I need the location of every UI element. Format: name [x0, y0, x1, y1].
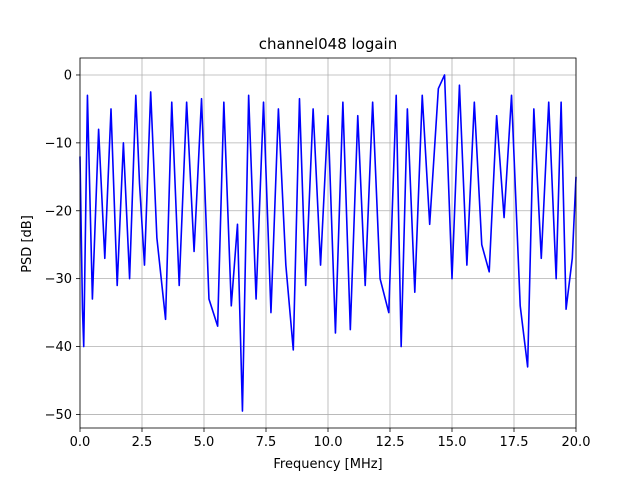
x-tick-label: 2.5: [132, 435, 153, 450]
y-tick-label: −50: [45, 408, 72, 423]
chart-title: channel048 logain: [259, 35, 398, 53]
psd-series-line: [79, 74, 577, 412]
y-axis-label: PSD [dB]: [20, 215, 35, 273]
grid-lines: [79, 58, 577, 428]
x-axis-label: Frequency [MHz]: [273, 457, 382, 472]
y-tick-label: −10: [45, 136, 72, 151]
y-tick-label: −20: [45, 204, 72, 219]
x-tick-label: 0.0: [70, 435, 91, 450]
y-tick-label: −30: [45, 272, 72, 287]
y-tick-label: −40: [45, 340, 72, 355]
x-tick-label: 12.5: [376, 435, 405, 450]
x-tick-label: 10.0: [314, 435, 343, 450]
plot-area: [79, 74, 577, 412]
x-tick-label: 20.0: [562, 435, 591, 450]
x-tick-label: 5.0: [194, 435, 215, 450]
y-tick-label: 0: [64, 68, 72, 83]
x-tick-label: 15.0: [438, 435, 467, 450]
axes-frame: [79, 57, 577, 429]
y-axis: 0 −10 −20 −30 −40 −50: [45, 68, 80, 423]
x-tick-label: 7.5: [256, 435, 277, 450]
x-tick-label: 17.5: [500, 435, 529, 450]
x-axis: 0.0 2.5 5.0 7.5 10.0 12.5 15.0 17.5 20.0: [70, 428, 591, 450]
